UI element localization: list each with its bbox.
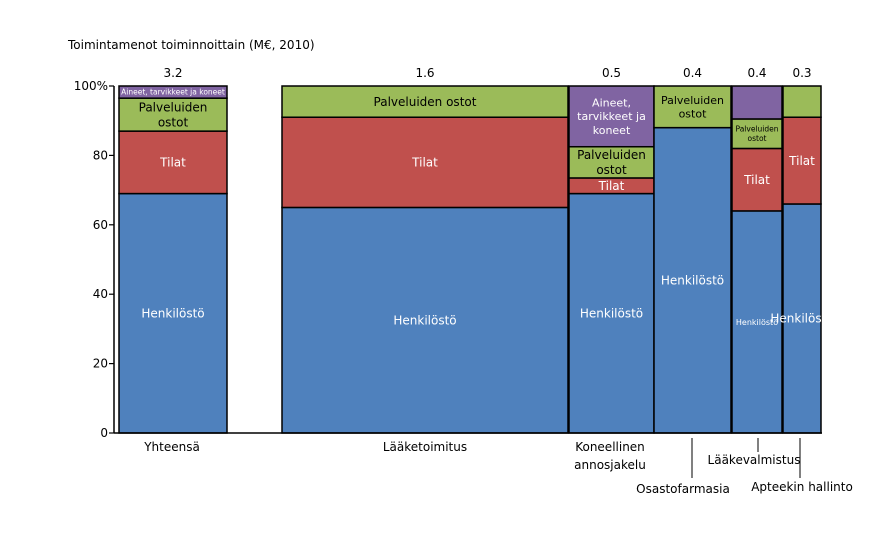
segment-label-henkilosto: Henkilöstö (736, 318, 778, 327)
segment-label-tilat: Tilat (159, 156, 186, 170)
bar-segment-aineet-tarvikkeet-ja-koneet (568, 85, 655, 148)
bar-segment-palveluiden-ostot (653, 85, 732, 129)
y-tick-label: 40 (93, 287, 108, 301)
column-laakevalmistus: Henkilöstö Tilat Palveluiden ostot (731, 85, 783, 434)
segment-label-henkilosto: Henkilöstö (393, 313, 456, 327)
column-total-label: 3.2 (163, 66, 182, 80)
y-tick-label: 0 (100, 426, 108, 440)
category-label: Koneellinen annosjakelu (574, 440, 646, 472)
column-apteekin-hallinto: Henkilöstö Tilat (770, 85, 834, 434)
segment-label-tilat: Tilat (598, 179, 625, 193)
bar-segment-henkilosto (281, 206, 569, 434)
category-label: Apteekin hallinto (751, 480, 853, 494)
segment-label-tilat: Tilat (743, 173, 770, 187)
bar-segment-henkilosto (653, 126, 732, 434)
segment-label-palveluiden-ostot: Palveluiden ostot (577, 148, 646, 177)
column-total-label: 1.6 (415, 66, 434, 80)
category-label: Lääkevalmistus (708, 453, 801, 467)
segment-label-henkilosto: Henkilöstö (141, 306, 204, 320)
chart-title: Toimintamenot toiminnoittain (M€, 2010) (67, 38, 315, 52)
y-tick-label: 20 (93, 357, 108, 371)
segment-label-henkilosto: Henkilöstö (580, 306, 643, 320)
bar-segment-palveluiden-ostot (782, 85, 822, 118)
segment-label-henkilosto: Henkilöstö (770, 312, 833, 326)
segment-label-palveluiden-ostot: Palveluiden ostot (374, 95, 477, 109)
segment-label-aineet-tarvikkeet-ja-koneet: Aineet, tarvikkeet ja koneet (121, 88, 225, 97)
bar-segment-henkilosto (782, 203, 822, 434)
bar-segment-aineet-tarvikkeet-ja-koneet (731, 85, 783, 120)
segment-label-aineet-tarvikkeet-ja-koneet: Aineet, tarvikkeet ja koneet (577, 96, 646, 136)
segment-label-palveluiden-ostot: Palveluiden ostot (661, 94, 724, 121)
column-total-label: 0.5 (602, 66, 621, 80)
segment-label-tilat: Tilat (788, 154, 815, 168)
category-label: Lääketoimitus (383, 440, 467, 454)
y-tick-label: 80 (93, 148, 108, 162)
y-tick-label: 60 (93, 218, 108, 232)
bar-segment-tilat (731, 147, 783, 212)
axis-layer: 3.2 Yhteensä 1.6 Lääketoimitus 0.5 Koneelline… (74, 66, 853, 496)
column-koneellinen-annosjakelu: Henkilöstö Tilat Palveluiden ostot Aineet, ta… (568, 85, 655, 434)
bar-segment-palveluiden-ostot (568, 145, 655, 179)
column-total-label: 0.4 (683, 66, 702, 80)
y-tick-label: 100% (74, 79, 108, 93)
bar-segment-tilat (118, 130, 228, 195)
segment-label-palveluiden-ostot: Palveluiden ostot (139, 100, 208, 129)
bars-layer: Henkilöstö Tilat Palveluiden ostot Aineet, t… (118, 85, 834, 434)
column-yhteensa: Henkilöstö Tilat Palveluiden ostot Aineet, t… (118, 85, 228, 434)
segment-label-tilat: Tilat (411, 156, 438, 170)
category-label: Osastofarmasia (636, 482, 730, 496)
column-total-label: 0.3 (792, 66, 811, 80)
bar-segment-palveluiden-ostot (281, 85, 569, 118)
segment-label-henkilosto: Henkilöstö (661, 274, 724, 288)
category-label: Yhteensä (143, 440, 200, 454)
bar-segment-henkilosto (118, 192, 228, 434)
column-laaketoimitus: Henkilöstö Tilat Palveluiden ostot (281, 85, 569, 434)
segment-label-palveluiden-ostot: Palveluiden ostot (736, 125, 779, 143)
column-osastofarmasia: Henkilöstö Palveluiden ostot (653, 85, 732, 434)
bar-segment-palveluiden-ostot (731, 118, 783, 150)
column-total-label: 0.4 (747, 66, 766, 80)
bar-segment-aineet-tarvikkeet-ja-koneet (118, 85, 228, 99)
bar-segment-tilat (281, 116, 569, 209)
bar-segment-tilat (782, 116, 822, 205)
